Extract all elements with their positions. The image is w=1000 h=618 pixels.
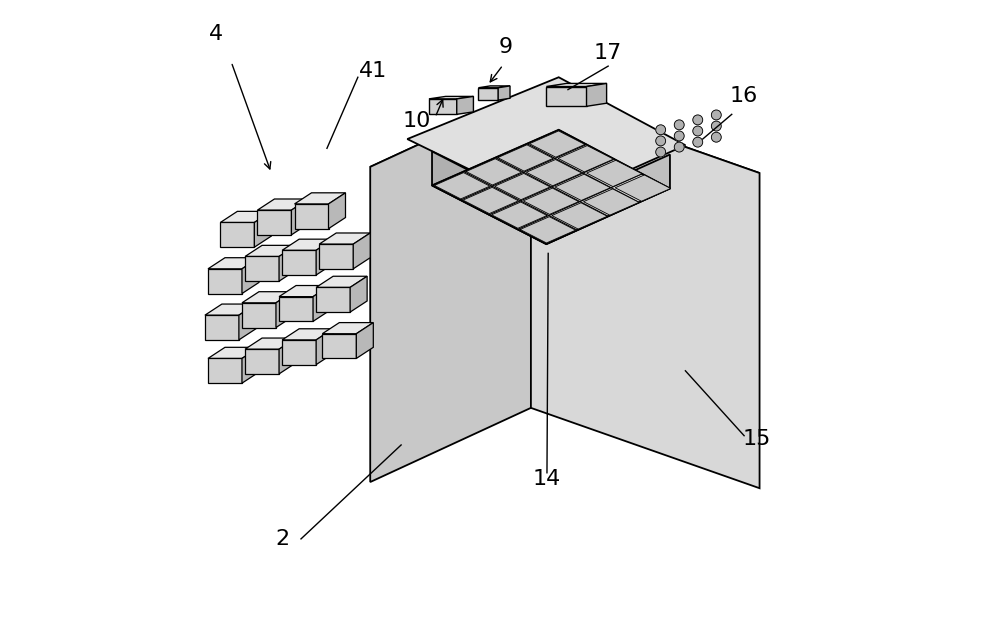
Polygon shape <box>316 329 333 365</box>
Polygon shape <box>322 334 356 358</box>
Polygon shape <box>242 258 259 294</box>
Polygon shape <box>245 338 296 349</box>
Polygon shape <box>370 93 531 482</box>
Polygon shape <box>316 287 350 312</box>
Polygon shape <box>291 199 308 235</box>
Polygon shape <box>282 239 333 250</box>
Polygon shape <box>432 151 546 244</box>
Circle shape <box>693 115 703 125</box>
Polygon shape <box>498 145 553 171</box>
Polygon shape <box>531 93 760 488</box>
Polygon shape <box>478 88 498 100</box>
Circle shape <box>693 137 703 147</box>
Polygon shape <box>587 83 607 106</box>
Circle shape <box>674 131 684 141</box>
Polygon shape <box>546 154 670 244</box>
Polygon shape <box>370 93 760 247</box>
Text: 2: 2 <box>275 529 290 549</box>
Polygon shape <box>520 217 576 243</box>
Polygon shape <box>208 269 242 294</box>
Polygon shape <box>245 256 279 281</box>
Polygon shape <box>319 233 370 244</box>
Polygon shape <box>313 286 330 321</box>
Polygon shape <box>279 338 296 374</box>
Polygon shape <box>254 211 271 247</box>
Polygon shape <box>295 204 329 229</box>
Polygon shape <box>279 297 313 321</box>
Polygon shape <box>322 323 373 334</box>
Text: 16: 16 <box>730 86 758 106</box>
Circle shape <box>674 142 684 152</box>
Polygon shape <box>242 292 293 303</box>
Text: 14: 14 <box>532 469 560 489</box>
Polygon shape <box>208 358 242 383</box>
Polygon shape <box>546 87 587 106</box>
Text: 41: 41 <box>359 61 387 81</box>
Polygon shape <box>546 83 607 87</box>
Polygon shape <box>498 86 510 100</box>
Polygon shape <box>242 347 259 383</box>
Polygon shape <box>257 199 308 210</box>
Polygon shape <box>526 159 582 186</box>
Polygon shape <box>552 203 607 229</box>
Polygon shape <box>279 286 330 297</box>
Polygon shape <box>205 304 256 315</box>
Polygon shape <box>615 175 671 201</box>
Polygon shape <box>257 210 291 235</box>
Polygon shape <box>316 276 367 287</box>
Polygon shape <box>457 96 473 114</box>
Polygon shape <box>329 193 346 229</box>
Polygon shape <box>295 193 346 204</box>
Polygon shape <box>429 96 473 99</box>
Polygon shape <box>429 99 457 114</box>
Polygon shape <box>208 347 259 358</box>
Polygon shape <box>555 174 610 200</box>
Circle shape <box>711 110 721 120</box>
Polygon shape <box>276 292 293 328</box>
Polygon shape <box>242 303 276 328</box>
Circle shape <box>693 126 703 136</box>
Polygon shape <box>558 146 613 172</box>
Polygon shape <box>282 250 316 275</box>
Polygon shape <box>584 189 639 215</box>
Polygon shape <box>245 245 296 256</box>
Polygon shape <box>463 187 518 214</box>
Polygon shape <box>282 340 316 365</box>
Polygon shape <box>239 304 256 340</box>
Polygon shape <box>353 233 370 269</box>
Polygon shape <box>220 222 254 247</box>
Polygon shape <box>434 172 490 199</box>
Text: 4: 4 <box>209 24 223 44</box>
Polygon shape <box>208 258 259 269</box>
Polygon shape <box>279 245 296 281</box>
Circle shape <box>711 121 721 131</box>
Text: 9: 9 <box>499 36 513 56</box>
Polygon shape <box>587 160 642 187</box>
Polygon shape <box>432 130 670 244</box>
Polygon shape <box>316 239 333 275</box>
Polygon shape <box>319 244 353 269</box>
Text: 17: 17 <box>594 43 622 62</box>
Circle shape <box>656 136 666 146</box>
Circle shape <box>656 147 666 157</box>
Polygon shape <box>478 86 510 88</box>
Polygon shape <box>407 77 685 207</box>
Circle shape <box>674 120 684 130</box>
Polygon shape <box>245 349 279 374</box>
Text: 10: 10 <box>402 111 431 130</box>
Polygon shape <box>466 159 522 185</box>
Circle shape <box>711 132 721 142</box>
Polygon shape <box>282 329 333 340</box>
Polygon shape <box>220 211 271 222</box>
Polygon shape <box>492 202 547 228</box>
Polygon shape <box>529 131 585 157</box>
Circle shape <box>656 125 666 135</box>
Text: 15: 15 <box>742 429 771 449</box>
Polygon shape <box>350 276 367 312</box>
Polygon shape <box>205 315 239 340</box>
Polygon shape <box>356 323 373 358</box>
Polygon shape <box>495 174 550 200</box>
Polygon shape <box>523 188 579 214</box>
